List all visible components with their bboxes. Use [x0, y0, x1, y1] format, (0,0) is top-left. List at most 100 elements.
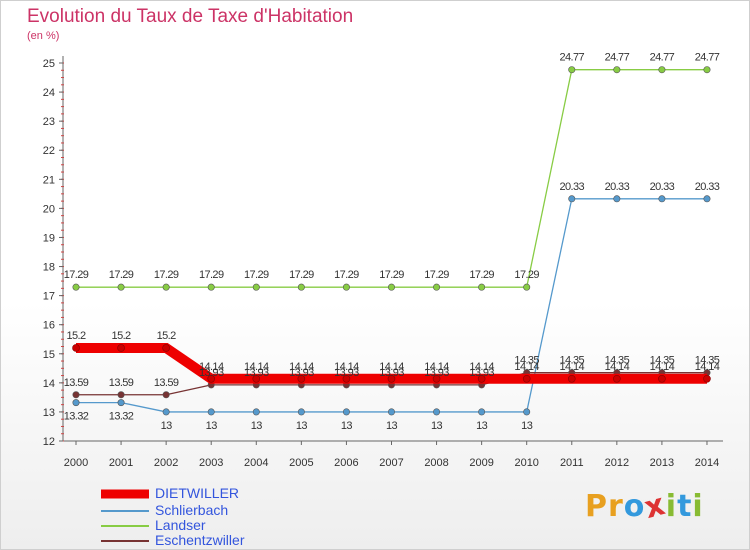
- y-tick-label: 25: [43, 58, 55, 70]
- data-label-schlierbach: 13: [206, 420, 218, 432]
- logo-letter: P: [585, 489, 608, 524]
- data-point-schlierbach: [568, 195, 576, 203]
- data-point-landser: [658, 66, 666, 74]
- data-label-landser: 17.29: [379, 269, 404, 281]
- logo-letter: t: [677, 489, 693, 524]
- data-label-schlierbach: 13: [386, 420, 398, 432]
- data-point-schlierbach: [252, 408, 260, 416]
- data-label-dietwiller: 14.14: [424, 361, 449, 373]
- data-label-schlierbach: 13: [251, 420, 263, 432]
- data-point-schlierbach: [162, 408, 170, 416]
- data-label-eschentzwiller: 13.93: [244, 367, 269, 379]
- data-point-schlierbach: [342, 408, 350, 416]
- data-label-schlierbach: 13: [431, 420, 443, 432]
- legend-label-landser: Landser: [155, 517, 206, 533]
- data-label-schlierbach: 13.32: [109, 411, 134, 423]
- x-tick-label: 2006: [334, 457, 358, 469]
- data-label-landser: 24.77: [650, 52, 675, 64]
- data-point-schlierbach: [523, 408, 531, 416]
- logo-letter: i: [665, 489, 678, 524]
- data-label-dietwiller: 14.14: [244, 361, 269, 373]
- data-point-landser: [72, 283, 80, 291]
- data-label-schlierbach: 13: [476, 420, 488, 432]
- data-label-schlierbach: 13: [161, 420, 173, 432]
- data-point-dietwiller: [72, 344, 80, 352]
- data-label-dietwiller: 15.2: [66, 330, 85, 342]
- data-point-dietwiller: [297, 374, 306, 383]
- data-point-dietwiller: [567, 374, 576, 383]
- y-tick-label: 19: [43, 232, 55, 244]
- data-label-schlierbach: 20.33: [605, 181, 630, 193]
- data-point-dietwiller: [207, 374, 216, 383]
- x-tick-label: 2008: [424, 457, 448, 469]
- data-point-landser: [568, 66, 576, 74]
- data-label-eschentzwiller: 14.35: [695, 355, 720, 367]
- data-label-landser: 17.29: [289, 269, 314, 281]
- data-label-eschentzwiller: 13.93: [334, 367, 359, 379]
- data-label-schlierbach: 13: [341, 420, 353, 432]
- data-point-schlierbach: [387, 408, 395, 416]
- data-label-eschentzwiller: 14.35: [560, 355, 585, 367]
- data-label-landser: 17.29: [154, 269, 179, 281]
- y-tick-label: 16: [43, 320, 55, 332]
- x-tick-label: 2002: [154, 457, 178, 469]
- data-point-landser: [523, 283, 531, 291]
- data-label-schlierbach: 13.32: [64, 411, 89, 423]
- data-point-dietwiller: [162, 344, 170, 352]
- data-label-dietwiller: 14.14: [199, 361, 224, 373]
- data-point-schlierbach: [72, 399, 80, 407]
- y-tick-label: 15: [43, 349, 55, 361]
- data-label-landser: 24.77: [605, 52, 630, 64]
- y-tick-label: 23: [43, 116, 55, 128]
- y-tick-label: 24: [43, 87, 55, 99]
- x-tick-label: 2012: [605, 457, 629, 469]
- data-label-eschentzwiller: 13.93: [379, 367, 404, 379]
- data-point-eschentzwiller: [162, 391, 170, 399]
- data-label-dietwiller: 14.14: [289, 361, 314, 373]
- data-point-dietwiller: [432, 374, 441, 383]
- data-point-dietwiller: [658, 374, 666, 383]
- data-point-dietwiller: [117, 344, 125, 352]
- x-tick-label: 2013: [650, 457, 674, 469]
- data-point-landser: [342, 283, 350, 291]
- logo-letter: o: [623, 489, 646, 524]
- data-point-schlierbach: [297, 408, 305, 416]
- data-point-landser: [387, 283, 395, 291]
- x-tick-label: 2004: [244, 457, 268, 469]
- data-point-landser: [433, 283, 441, 291]
- data-point-schlierbach: [117, 399, 125, 407]
- x-tick-label: 2007: [379, 457, 403, 469]
- data-label-dietwiller: 14.14: [605, 361, 630, 373]
- data-point-schlierbach: [478, 408, 486, 416]
- data-label-dietwiller: 15.2: [112, 330, 131, 342]
- data-point-schlierbach: [433, 408, 441, 416]
- legend-label-eschentzwiller: Eschentzwiller: [155, 532, 245, 548]
- data-point-dietwiller: [477, 374, 486, 383]
- data-label-schlierbach: 20.33: [695, 181, 720, 193]
- data-point-landser: [703, 66, 711, 74]
- data-point-landser: [478, 283, 486, 291]
- x-tick-label: 2005: [289, 457, 313, 469]
- data-point-dietwiller: [387, 374, 396, 383]
- data-label-eschentzwiller: 13.93: [469, 367, 494, 379]
- y-tick-label: 13: [43, 407, 55, 419]
- data-point-schlierbach: [658, 195, 666, 203]
- data-point-dietwiller: [613, 374, 621, 383]
- data-point-eschentzwiller: [117, 391, 125, 399]
- data-label-landser: 17.29: [64, 269, 89, 281]
- data-point-landser: [297, 283, 305, 291]
- legend-label-schlierbach: Schlierbach: [155, 502, 229, 518]
- x-tick-label: 2014: [695, 457, 719, 469]
- data-label-eschentzwiller: 13.93: [289, 367, 314, 379]
- data-point-dietwiller: [522, 374, 531, 383]
- y-tick-label: 22: [43, 145, 55, 157]
- logo-letter: r: [608, 489, 624, 524]
- data-label-dietwiller: 14.14: [650, 361, 675, 373]
- data-label-schlierbach: 20.33: [560, 181, 585, 193]
- data-label-eschentzwiller: 13.59: [154, 377, 179, 389]
- data-point-eschentzwiller: [72, 391, 80, 399]
- data-point-schlierbach: [207, 408, 215, 416]
- data-label-landser: 24.77: [560, 52, 585, 64]
